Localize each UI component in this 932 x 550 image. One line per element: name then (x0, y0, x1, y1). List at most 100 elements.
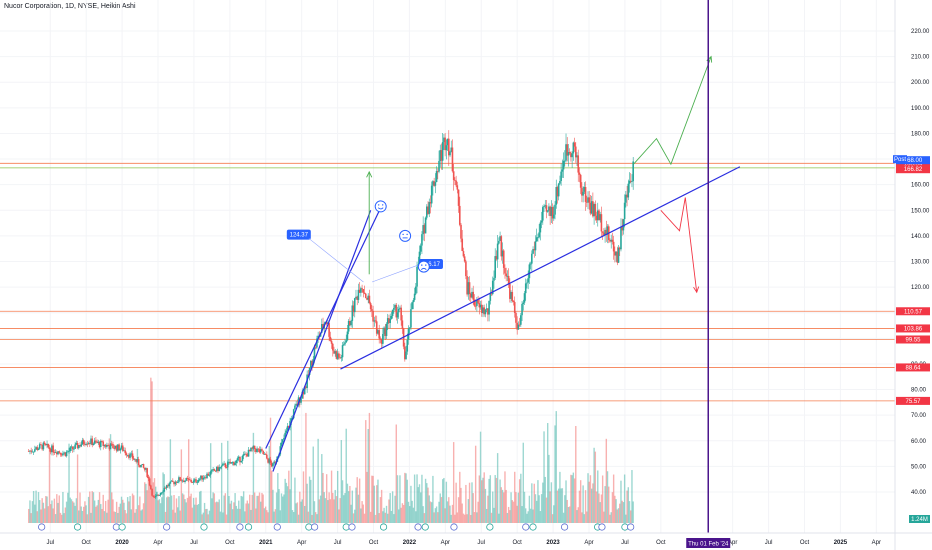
volume-bar (219, 511, 222, 523)
volume-bar (439, 493, 441, 523)
x-tick-label: 2022 (403, 540, 417, 546)
candle-body (583, 186, 586, 192)
volume-bar (434, 508, 437, 523)
earnings-marker (379, 523, 388, 531)
volume-bar (140, 510, 142, 523)
volume-bar (416, 474, 418, 523)
callout-label: 124.37 (290, 233, 309, 239)
volume-bar (372, 475, 374, 523)
volume-bar (313, 501, 316, 523)
candle-body (612, 241, 615, 252)
candle-body (506, 275, 509, 277)
candle-body (477, 299, 479, 304)
candle-body (159, 492, 162, 496)
projection-down-path-arrowhead (693, 286, 700, 294)
volume-bar (373, 485, 376, 523)
candle-body (91, 438, 94, 445)
vertical-date-tag (686, 538, 731, 548)
candle-body (224, 463, 227, 468)
candle-body (257, 448, 260, 450)
x-tick-label: 2025 (834, 540, 848, 546)
volume-bar (297, 514, 300, 523)
volume-bar (84, 501, 86, 523)
candle-body (220, 465, 223, 467)
volume-bar (539, 511, 542, 523)
candle-body (511, 291, 514, 301)
volume-bar (178, 496, 180, 523)
volume-bar (568, 506, 571, 523)
candle-body (223, 463, 225, 465)
volume-bar (106, 512, 108, 523)
volume-bar (608, 486, 610, 523)
volume-bar (597, 470, 599, 523)
volume-bar (536, 500, 538, 523)
candle-body (269, 459, 272, 463)
candle-body (504, 267, 506, 274)
candle-body (537, 237, 539, 239)
face-mouth (420, 267, 427, 270)
volume-bar (340, 440, 343, 523)
candle-body (175, 481, 178, 483)
candle-body (352, 305, 355, 313)
candle-body (77, 445, 80, 449)
volume-bar (472, 493, 474, 523)
candle-body (104, 444, 107, 447)
volume-bar (184, 499, 186, 523)
candle-body (553, 214, 555, 219)
volume-bar (542, 482, 544, 523)
volume-bar (454, 514, 456, 523)
y-tick-label: 200.00 (911, 80, 930, 86)
volume-bar (481, 480, 483, 523)
candle-body (320, 324, 323, 333)
volume-bar (515, 492, 517, 523)
candle-body (446, 138, 449, 146)
volume-bar (626, 490, 628, 523)
candle-body (145, 468, 147, 470)
volume-bar (252, 432, 255, 523)
volume-bar (335, 496, 338, 523)
candle-body (440, 150, 443, 161)
candle-body (378, 330, 380, 339)
volume-bar (347, 491, 350, 523)
candle-body (579, 174, 582, 188)
volume-bar (278, 489, 280, 523)
candle-body (396, 312, 399, 318)
face-eye (381, 204, 384, 206)
volume-bar (522, 442, 524, 523)
earnings-marker (118, 523, 126, 531)
volume-bar (295, 503, 297, 523)
x-tick-label: Oct (513, 540, 523, 546)
y-tick-label: 210.00 (911, 55, 930, 61)
volume-bar (579, 480, 582, 523)
volume-bar (382, 511, 384, 523)
volume-bar (544, 476, 546, 523)
candle-body (476, 299, 478, 306)
volume-bar (378, 513, 380, 523)
candle-body (596, 210, 599, 221)
candle-body (183, 480, 185, 482)
volume-bar (582, 485, 584, 523)
volume-bar (286, 486, 289, 523)
y-tick-label: 220.00 (911, 29, 930, 35)
candle-body (186, 477, 189, 479)
volume-bar (129, 496, 131, 523)
candle-body (349, 320, 351, 326)
candle-body (358, 289, 361, 293)
candle-body (308, 367, 311, 375)
candle-body (230, 462, 233, 464)
volume-bar (531, 483, 533, 523)
candle-body (147, 476, 150, 479)
volume-bar (396, 475, 399, 523)
volume-bar (87, 496, 90, 523)
volume-bar (510, 492, 512, 523)
volume-bar (93, 500, 96, 523)
candle-body (551, 206, 554, 219)
candle-body (185, 477, 188, 481)
volume-bar (628, 501, 631, 523)
volume-bar (365, 420, 367, 523)
candle-body (268, 459, 271, 463)
volume-bar (509, 510, 511, 523)
volume-bar (205, 509, 207, 523)
